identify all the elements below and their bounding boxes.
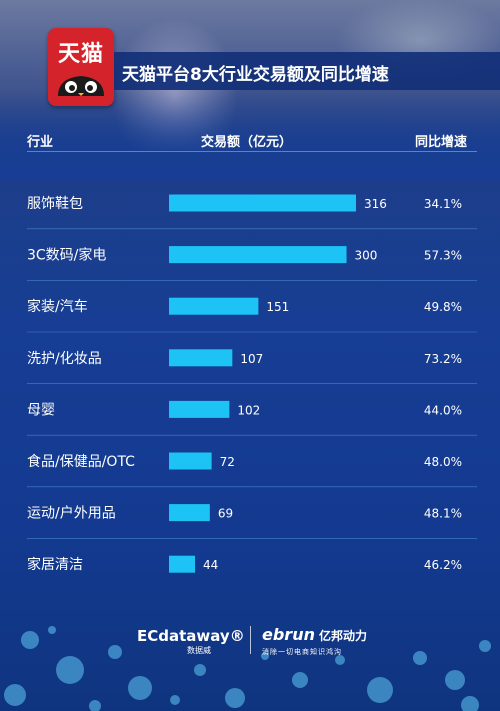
growth-label: 44.0% bbox=[424, 403, 462, 417]
growth-label: 48.1% bbox=[424, 507, 462, 521]
bar bbox=[169, 349, 233, 367]
column-header-industry: 行业 bbox=[27, 135, 54, 150]
ebrun-cn-label: 亿邦动力 bbox=[319, 629, 368, 643]
bokeh-decoration bbox=[4, 626, 491, 711]
page-title: 天猫平台8大行业交易额及同比增速 bbox=[122, 65, 389, 85]
category-label: 洗护/化妆品 bbox=[27, 351, 102, 367]
category-label: 运动/户外用品 bbox=[27, 505, 116, 522]
bar bbox=[169, 452, 212, 470]
value-label: 316 bbox=[364, 197, 387, 211]
value-label: 72 bbox=[220, 455, 235, 469]
bar bbox=[169, 246, 347, 264]
title-band bbox=[114, 52, 500, 90]
ebrun-logo: ebrun bbox=[262, 625, 315, 644]
header-divider bbox=[27, 151, 477, 152]
footer-divider bbox=[250, 626, 251, 654]
cat-face-icon bbox=[58, 76, 104, 96]
bar bbox=[169, 504, 210, 522]
growth-label: 57.3% bbox=[424, 249, 462, 263]
growth-label: 48.0% bbox=[424, 455, 462, 469]
tmall-logo: 天猫 bbox=[48, 28, 114, 106]
bar bbox=[169, 400, 230, 418]
growth-label: 73.2% bbox=[424, 352, 462, 366]
ebrun-slogan: 消除一切电商知识鸿沟 bbox=[262, 648, 342, 656]
column-header-amount: 交易额（亿元） bbox=[201, 135, 293, 150]
category-label: 服饰鞋包 bbox=[27, 196, 83, 212]
category-label: 家装/汽车 bbox=[27, 298, 88, 315]
growth-label: 49.8% bbox=[424, 300, 462, 314]
bar bbox=[169, 194, 356, 212]
column-header-growth: 同比增速 bbox=[415, 135, 468, 150]
growth-label: 34.1% bbox=[424, 197, 462, 211]
value-label: 102 bbox=[237, 403, 260, 417]
category-label: 母婴 bbox=[27, 402, 55, 418]
bar bbox=[169, 555, 196, 573]
category-label: 食品/保健品/OTC bbox=[27, 453, 135, 470]
category-label: 家居清洁 bbox=[27, 556, 83, 573]
tmall-logo-text: 天猫 bbox=[57, 42, 104, 67]
ecdataway-cn-label: 数据威 bbox=[187, 646, 211, 655]
value-label: 44 bbox=[203, 558, 218, 572]
value-label: 107 bbox=[240, 352, 263, 366]
ecdataway-logo: ECdataway® bbox=[137, 627, 245, 645]
bar bbox=[169, 297, 259, 315]
value-label: 300 bbox=[355, 249, 378, 263]
value-label: 151 bbox=[266, 300, 289, 314]
bar-chart: 服饰鞋包 316 34.1% 3C数码/家电 300 57.3% 家装/汽车 151 49.8%… bbox=[27, 194, 477, 573]
growth-label: 46.2% bbox=[424, 558, 462, 572]
value-label: 69 bbox=[218, 507, 233, 521]
category-label: 3C数码/家电 bbox=[27, 247, 106, 264]
